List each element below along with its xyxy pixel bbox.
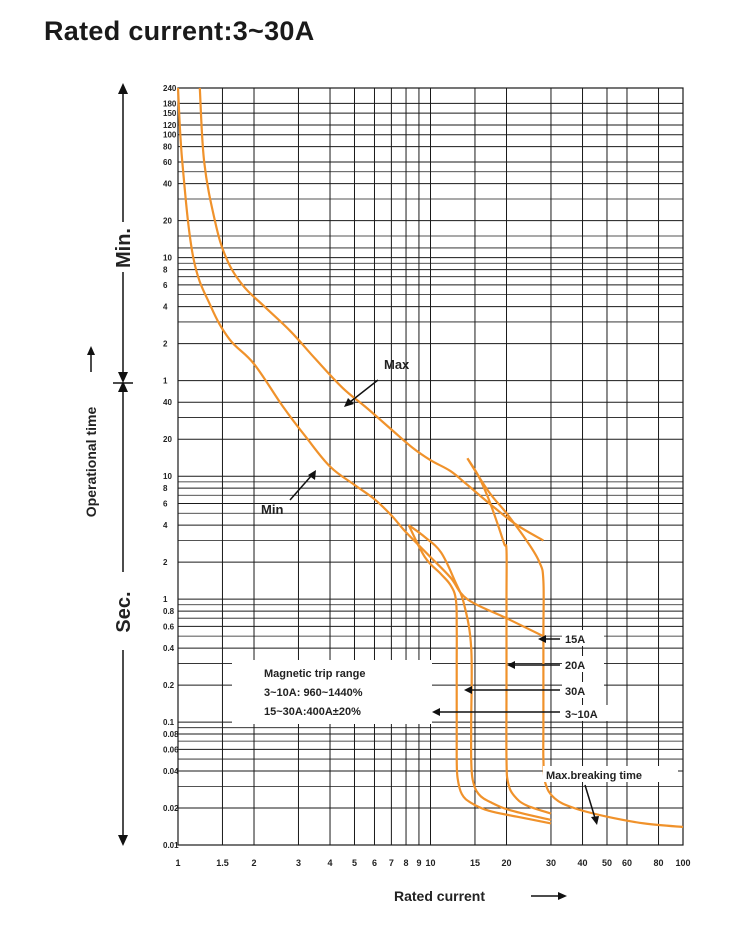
y-tick-label: 80 [163,143,172,152]
curves [176,87,684,829]
x-tick-label: 4 [328,858,333,868]
label-30a: 30A [565,686,585,698]
label-15a: 15A [565,634,585,646]
x-tick-label: 100 [675,858,690,868]
y-tick-label: 20 [163,435,172,444]
y-tick-label: 6 [163,281,168,290]
annotations: Max Min Magnetic trip range 3~10A: 960~1… [83,83,678,904]
y-tick-label: 6 [163,500,168,509]
label-3-10a: 3~10A [565,709,598,721]
x-tick-label: 20 [502,858,512,868]
x-tick-label: 8 [404,858,409,868]
x-tick-label: 50 [602,858,612,868]
y-tick-label: 100 [163,131,177,140]
y-tick-label: 1 [163,377,168,386]
y-tick-label: 150 [163,109,177,118]
y-axis-label: Operational time [83,407,99,518]
max-breaking-time-label: Max.breaking time [546,770,642,782]
y-tick-label: 0.04 [163,767,179,776]
x-tick-label: 60 [622,858,632,868]
x-tick-label: 7 [389,858,394,868]
y-tick-label: 2 [163,340,168,349]
magnetic-trip-line1: 3~10A: 960~1440% [264,687,363,699]
y-tick-label: 8 [163,484,168,493]
y-tick-label: 4 [163,303,168,312]
y-tick-label: 0.4 [163,644,175,653]
y-tick-label: 240 [163,84,177,93]
x-tick-label: 5 [352,858,357,868]
curve-30a [408,524,552,821]
magnetic-trip-line2: 15~30A:400A±20% [264,706,361,718]
x-tick-label: 9 [416,858,421,868]
y-tick-label: 120 [163,121,177,130]
y-tick-label: 0.08 [163,730,179,739]
x-tick-label: 30 [546,858,556,868]
chart-title: Rated current:3~30A [44,16,315,46]
x-tick-label: 1.5 [216,858,229,868]
y-tick-label: 0.01 [163,841,179,850]
max-label: Max [384,357,410,372]
x-tick-label: 3 [296,858,301,868]
y-tick-label: 2 [163,558,168,567]
label-20a: 20A [565,660,585,672]
x-axis-label: Rated current [394,888,485,904]
y-tick-label: 0.8 [163,607,175,616]
y-tick-label: 8 [163,266,168,275]
y-tick-label: 180 [163,99,177,108]
x-tick-label: 40 [578,858,588,868]
y-tick-label: 20 [163,217,172,226]
seconds-unit-label: Sec. [113,591,135,632]
y-tick-label: 0.06 [163,745,179,754]
y-tick-label: 10 [163,254,172,263]
x-tick-label: 15 [470,858,480,868]
minutes-unit-label: Min. [113,228,135,268]
curve-min [176,87,544,638]
x-tick-label: 80 [654,858,664,868]
x-tick-label: 2 [252,858,257,868]
min-label: Min [261,502,283,517]
y-tick-label: 0.2 [163,681,175,690]
y-tick-label: 40 [163,180,172,189]
y-tick-label: 0.1 [163,718,175,727]
grid [177,87,684,846]
curve-3-10a [407,524,552,825]
x-tick-label: 10 [425,858,435,868]
x-tick-labels: 1 1.5 2 3 4 5 6 7 8 9 10 15 20 30 40 50 60 80 100 [175,858,690,868]
curve-15a [466,457,684,829]
magnetic-trip-box [232,660,432,724]
y-tick-label: 0.02 [163,804,179,813]
curve-20a [466,457,552,815]
x-tick-label: 1 [175,858,180,868]
curve-max [198,87,544,542]
y-tick-label: 0.6 [163,622,175,631]
y-tick-label: 1 [163,595,168,604]
x-tick-label: 6 [372,858,377,868]
y-tick-label: 10 [163,472,172,481]
y-tick-label: 40 [163,398,172,407]
y-tick-label: 60 [163,158,172,167]
magnetic-trip-title: Magnetic trip range [264,668,365,680]
y-tick-label: 4 [163,521,168,530]
